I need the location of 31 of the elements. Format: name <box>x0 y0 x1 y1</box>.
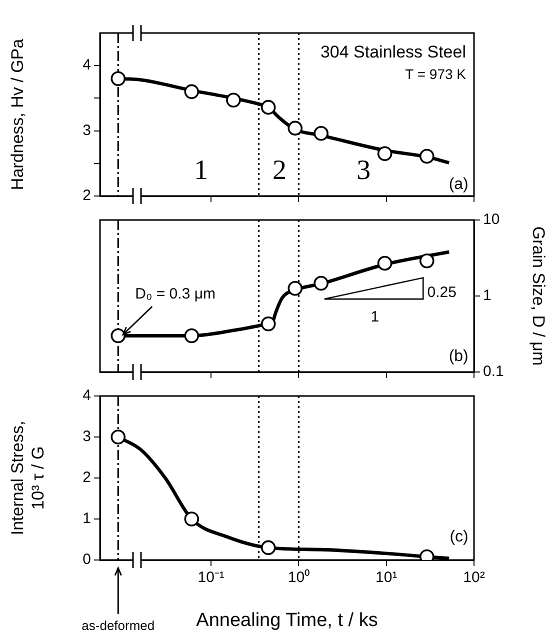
annotation: 2 <box>272 154 287 186</box>
y-tick-label: 1 <box>483 287 492 304</box>
ref-line-label: as-deformed <box>82 618 155 633</box>
annotation: 0.25 <box>427 284 456 302</box>
annotation: 1 <box>194 154 208 186</box>
y-tick-label: 4 <box>82 387 91 404</box>
y-axis-title: Grain Size, D / μm <box>529 226 548 366</box>
x-tick-label: 10⁻¹ <box>198 569 224 586</box>
text: T = 973 K <box>405 66 467 82</box>
y-tick-label: 4 <box>82 56 91 74</box>
annotation: (a) <box>448 176 468 193</box>
x-tick-label: 10⁰ <box>288 569 310 586</box>
text: 304 Stainless Steel <box>320 42 466 62</box>
y-tick-label: 0.1 <box>483 363 504 380</box>
x-axis-title: Annealing Time, t / ks <box>196 610 378 631</box>
annotation: 1 <box>370 308 380 326</box>
annotation: D₀ = 0.3 μm <box>135 286 216 303</box>
y-tick-label: 3 <box>82 122 91 139</box>
y-tick-label: 3 <box>82 428 91 446</box>
y-axis-title: Hardness, Hv / GPa <box>8 38 27 190</box>
annotation: 3 <box>356 154 371 186</box>
y-tick-label: 1 <box>82 510 91 528</box>
annotation: (c) <box>450 528 468 546</box>
y-tick-label: 0 <box>82 551 91 568</box>
x-tick-label: 10² <box>463 569 485 586</box>
x-tick-label: 10¹ <box>376 569 398 586</box>
annotation: (b) <box>448 348 468 366</box>
y-tick-label: 2 <box>82 469 91 486</box>
y-tick-label: 2 <box>82 187 91 204</box>
y-tick-label: 10 <box>483 211 500 228</box>
y-axis-title: Internal Stress, 10³ τ / G <box>8 420 48 536</box>
